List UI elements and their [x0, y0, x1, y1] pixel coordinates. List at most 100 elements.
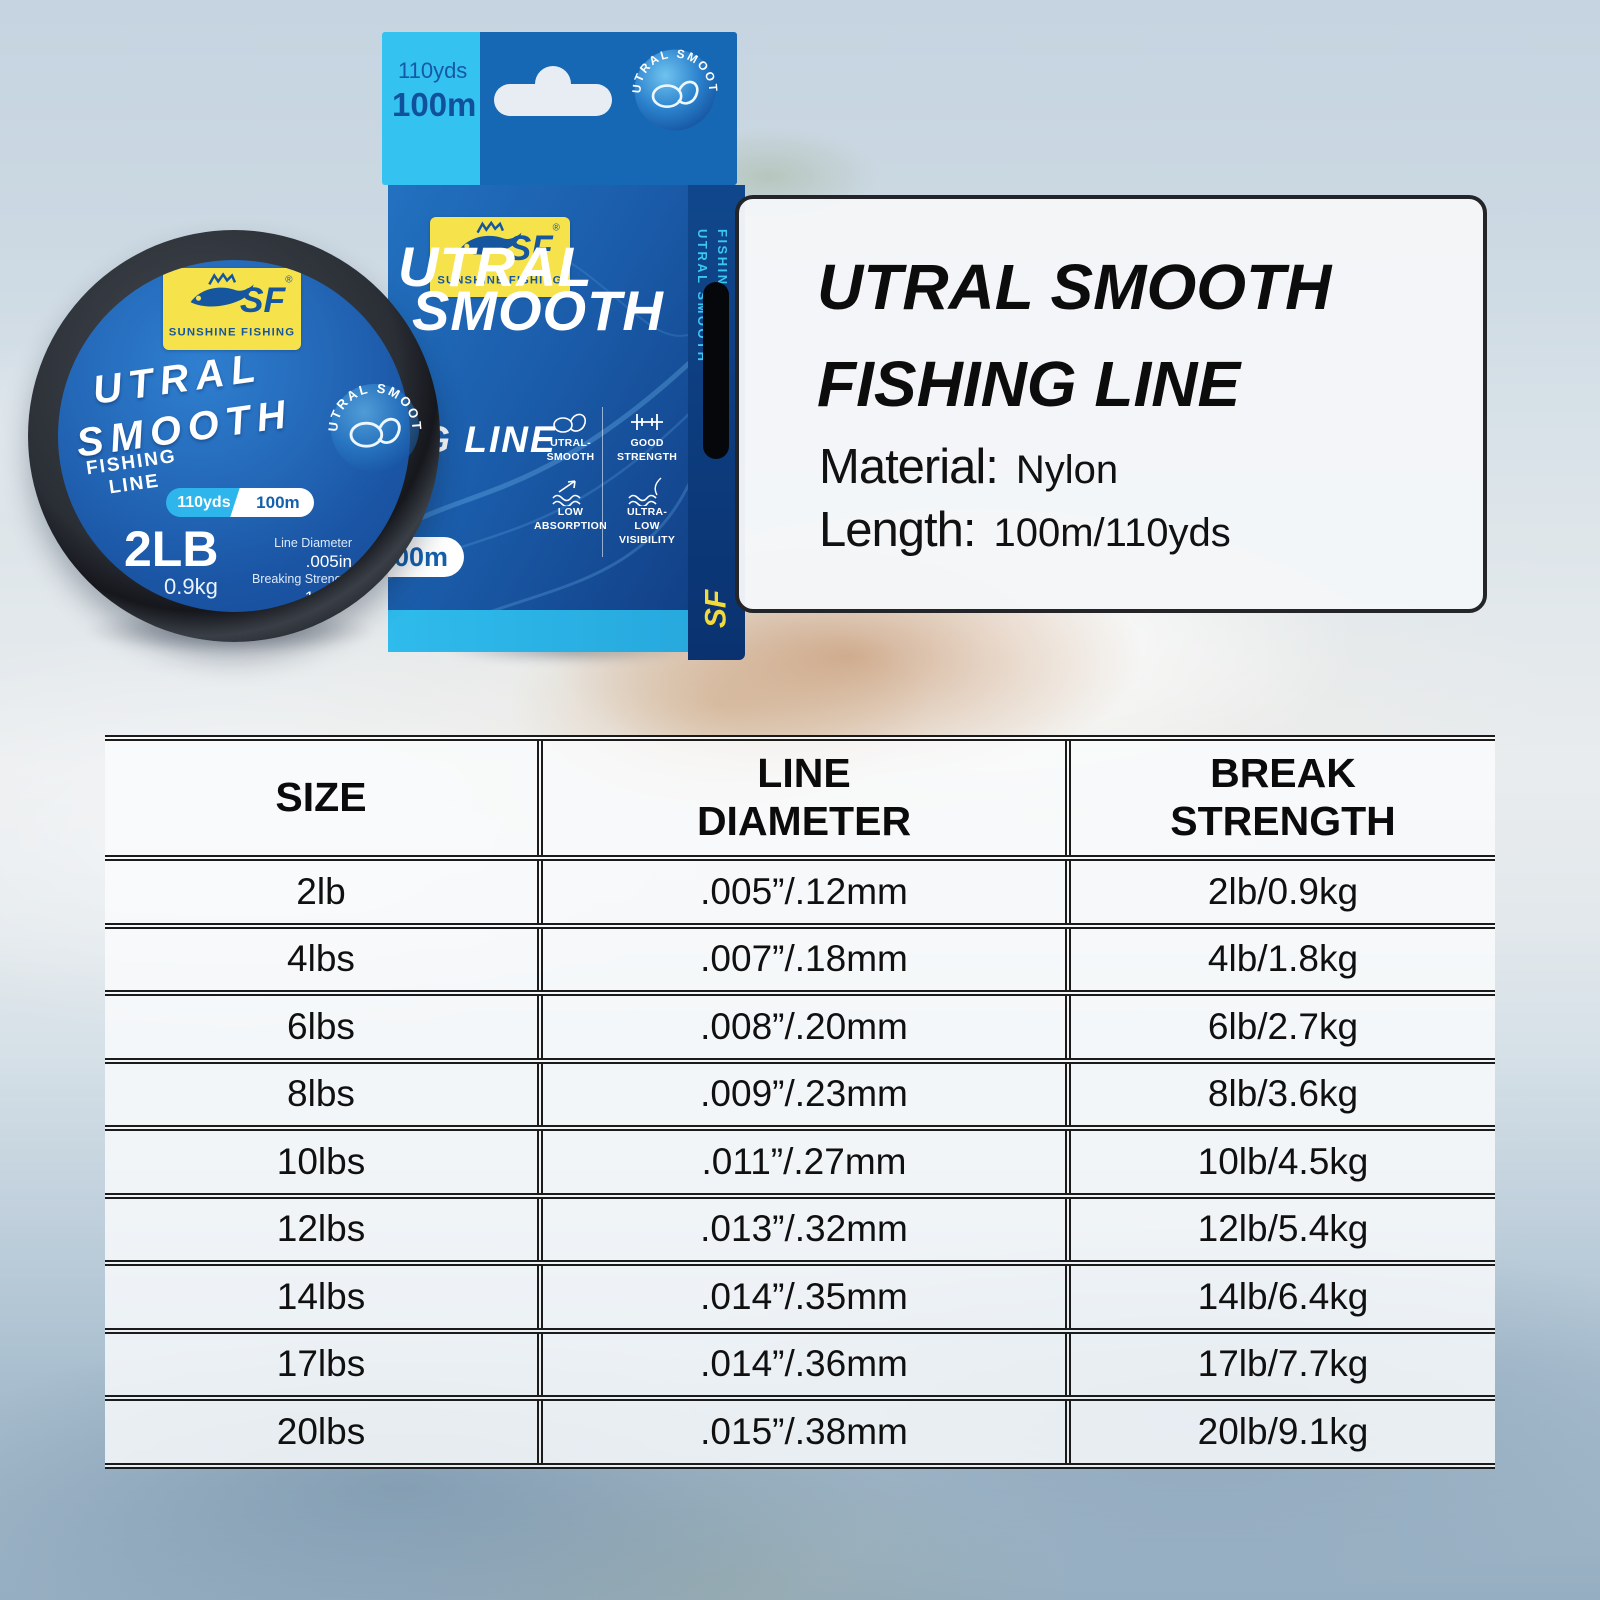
line-in-water-icon [628, 477, 662, 507]
table-row: 4lbs .007”/.18mm 4lb/1.8kg [105, 928, 1495, 996]
box-bottom-strip [388, 610, 688, 652]
cell-line-diameter: .007”/.18mm [537, 928, 1065, 990]
cell-line-diameter: .014”/.36mm [537, 1333, 1065, 1395]
product-box: 110yds 100m UTRAL SMOOT [382, 32, 745, 660]
pill-meters: 100m [241, 488, 314, 517]
flap-yards-label: 110yds [398, 58, 468, 83]
header-size: SIZE [275, 774, 367, 821]
utral-smooth-roundel-icon: UTRAL SMOOTH [631, 46, 719, 134]
spool-length-pill: 110yds 100m [166, 488, 314, 517]
cell-line-diameter: .005”/.12mm [537, 861, 1065, 923]
spool-size-kg: 0.9kg [164, 574, 218, 599]
crown-icon [208, 272, 237, 285]
page-title-line2: FISHING LINE [817, 348, 1241, 420]
cell-break-strength: 17lb/7.7kg [1065, 1333, 1495, 1395]
table-row: 8lbs .009”/.23mm 8lb/3.6kg [105, 1063, 1495, 1131]
crown-icon [476, 220, 505, 234]
material-label: Material: [819, 440, 999, 494]
cell-size: 8lbs [287, 1073, 355, 1115]
feature-divider [602, 407, 603, 557]
dumbbell-icon [631, 414, 664, 430]
cell-break-strength: 12lb/5.4kg [1065, 1198, 1495, 1260]
hang-hole [494, 66, 612, 116]
spool-label: SF ® SUNSHINE FISHING UTRAL SMOOTH FISHI… [58, 260, 410, 612]
spec-table: SIZE LINE DIAMETER BREAK STRENGTH 2lb .0… [105, 735, 1495, 1469]
length-value: 100m/110yds [993, 511, 1231, 555]
cell-break-strength: 20lb/9.1kg [1065, 1401, 1495, 1463]
spool-diameter-value: .005in [305, 552, 352, 571]
spool-diameter-label: Line Diameter [274, 536, 352, 550]
hang-hole-bump [535, 66, 571, 92]
cell-size: 20lbs [276, 1410, 366, 1452]
utral-smooth-roundel-icon: UTRAL SMOOTH [327, 380, 423, 476]
coil-icon [552, 413, 586, 433]
brand-initials: SF [508, 229, 554, 268]
cell-line-diameter: .014”/.35mm [537, 1266, 1065, 1328]
cell-break-strength: 10lb/4.5kg [1065, 1131, 1495, 1193]
cell-break-strength: 6lb/2.7kg [1065, 996, 1495, 1058]
cell-line-diameter: .008”/.20mm [537, 996, 1065, 1058]
spool-size: 2LB [124, 521, 219, 577]
page-title: UTRAL SMOOTH FISHING LINE [817, 239, 1331, 433]
feature-low-absorption: LOW ABSORPTION [534, 476, 607, 547]
header-line-diameter: LINE DIAMETER [537, 741, 1065, 855]
cell-size: 10lbs [276, 1140, 366, 1182]
length-row: Length: 100m/110yds [819, 502, 1231, 565]
spool-strength-value: .12mm [300, 588, 352, 607]
table-row: 2lb .005”/.12mm 2lb/0.9kg [105, 861, 1495, 929]
material-row: Material: Nylon [819, 439, 1231, 502]
cell-line-diameter: .015”/.38mm [537, 1401, 1065, 1463]
pill-yards: 110yds [166, 488, 242, 517]
spec-table-header: SIZE LINE DIAMETER BREAK STRENGTH [105, 735, 1495, 861]
cell-line-diameter: .013”/.32mm [537, 1198, 1065, 1260]
cell-line-diameter: .011”/.27mm [537, 1131, 1065, 1193]
table-row: 14lbs .014”/.35mm 14lb/6.4kg [105, 1266, 1495, 1334]
box-title-line2: SMOOTH [412, 279, 664, 342]
fish-icon [459, 232, 522, 255]
brand-initials: SF [240, 280, 287, 320]
cell-size: 14lbs [276, 1275, 366, 1317]
feature-ultra-low-visibility: ULTRA-LOW VISIBILITY [617, 476, 677, 547]
feature-utral-smooth: UTRAL- SMOOTH [534, 407, 607, 464]
feature-good-strength: GOOD STRENGTH [617, 407, 677, 464]
registered-mark: ® [285, 274, 293, 285]
sf-brand-badge: SF ® SUNSHINE FISHING [163, 268, 301, 350]
spec-table-body: 2lb .005”/.12mm 2lb/0.9kg 4lbs .007”/.18… [105, 861, 1495, 1469]
cell-break-strength: 8lb/3.6kg [1065, 1063, 1495, 1125]
cell-size: 6lbs [287, 1005, 355, 1047]
brand-name: SUNSHINE FISHING [169, 327, 296, 339]
side-brand-initials: SF [699, 589, 733, 629]
box-product-title: UTRAL SMOOTH FISHING LINE [388, 235, 688, 459]
box-side-window [703, 282, 729, 459]
spool-strength-label: Breaking Strength [251, 572, 352, 586]
cell-break-strength: 14lb/6.4kg [1065, 1266, 1495, 1328]
cell-size: 12lbs [276, 1208, 366, 1250]
spool-spec-block: Line Diameter .005in Breaking Strength .… [252, 536, 352, 608]
page-title-line1: UTRAL SMOOTH [817, 251, 1332, 323]
cell-line-diameter: .009”/.23mm [537, 1063, 1065, 1125]
box-top-flap: 110yds 100m UTRAL SMOOT [382, 32, 737, 185]
brand-name: SUNSHINE FISHING [437, 274, 562, 286]
header-break-strength: BREAK STRENGTH [1065, 741, 1495, 855]
table-row: 10lbs .011”/.27mm 10lb/4.5kg [105, 1131, 1495, 1199]
cell-break-strength: 2lb/0.9kg [1065, 861, 1495, 923]
flap-meters-label: 100m [392, 86, 477, 123]
table-row: 6lbs .008”/.20mm 6lb/2.7kg [105, 996, 1495, 1064]
length-label: Length: [819, 503, 976, 557]
cell-size: 17lbs [276, 1343, 366, 1385]
arrow-waves-icon [551, 480, 581, 507]
cell-size: 4lbs [287, 938, 355, 980]
info-panel: UTRAL SMOOTH FISHING LINE Material: Nylo… [735, 195, 1487, 613]
line-spool: SF ® SUNSHINE FISHING UTRAL SMOOTH FISHI… [28, 230, 440, 642]
feature-grid: UTRAL- SMOOTH GOOD STRENGTH LOW ABSORPTI… [534, 407, 677, 547]
cell-break-strength: 4lb/1.8kg [1065, 928, 1495, 990]
table-row: 17lbs .014”/.36mm 17lb/7.7kg [105, 1333, 1495, 1401]
material-value: Nylon [1015, 448, 1119, 492]
panel-spec-rows: Material: Nylon Length: 100m/110yds [819, 439, 1231, 565]
table-row: 20lbs .015”/.38mm 20lb/9.1kg [105, 1401, 1495, 1469]
box-title-line1: UTRAL [398, 235, 593, 298]
fish-icon [190, 284, 254, 307]
sf-brand-badge: SF ® SUNSHINE FISHING [430, 217, 570, 297]
cell-size: 2lb [296, 870, 346, 912]
